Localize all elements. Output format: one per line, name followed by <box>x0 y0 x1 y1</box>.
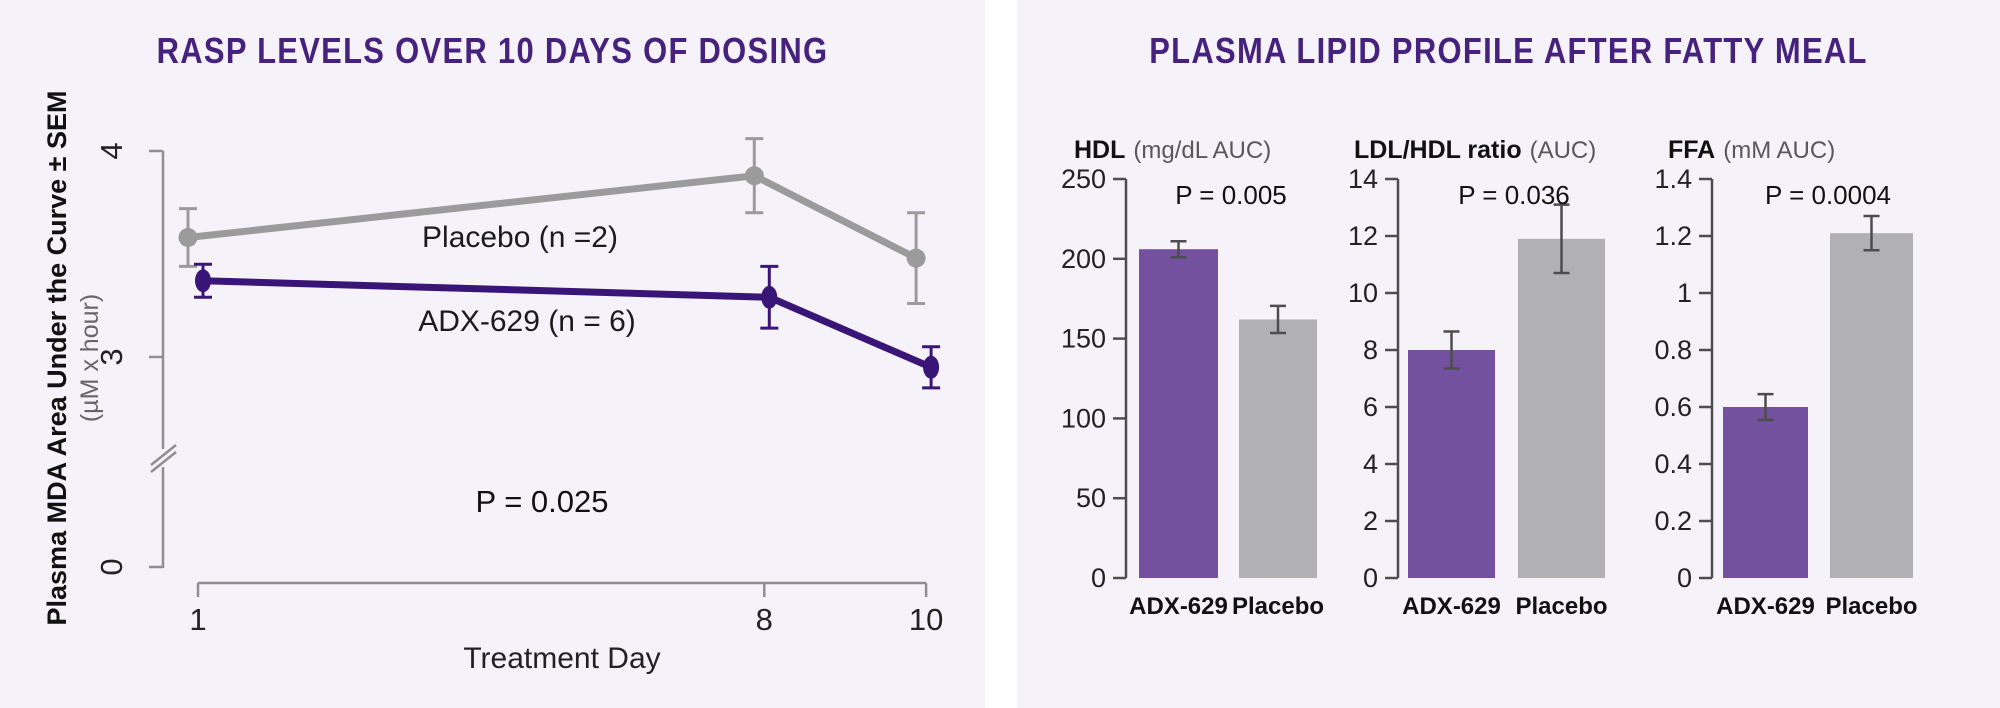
y-tick-label: 0 <box>1363 563 1378 593</box>
x-tick-label: 8 <box>756 602 773 637</box>
y-tick-label: 14 <box>1348 164 1378 194</box>
p-value-label: P = 0.025 <box>475 484 608 519</box>
bar-placebo <box>1830 233 1913 578</box>
chart-header: FFA <box>1668 136 1715 164</box>
data-point-marker <box>178 228 198 248</box>
data-point-marker <box>906 248 926 268</box>
category-label: ADX-629 <box>1129 593 1228 620</box>
y-axis-title: Plasma MDA Area Under the Curve ± SEM <box>42 91 72 626</box>
y-tick-label: 0.6 <box>1654 392 1692 422</box>
chart-header: LDL/HDL ratio <box>1354 136 1522 164</box>
rasp-panel: RASP LEVELS OVER 10 DAYS OF DOSING 4 3 0 Pl… <box>0 0 985 708</box>
lipid-panel: PLASMA LIPID PROFILE AFTER FATTY MEAL HD… <box>1017 0 2000 708</box>
series-label: ADX-629 (n = 6) <box>418 305 636 338</box>
chart-header: HDL <box>1074 136 1125 164</box>
chart-header-unit: (AUC) <box>1530 137 1597 164</box>
y-tick-label: 0.4 <box>1654 449 1692 479</box>
category-label: Placebo <box>1515 593 1607 620</box>
y-tick-label: 50 <box>1076 483 1106 513</box>
error-bar <box>1443 330 1460 370</box>
y-tick-label: 0.2 <box>1654 506 1692 536</box>
y-tick-label: 150 <box>1061 324 1106 354</box>
y-tick-label: 2 <box>1363 506 1378 536</box>
y-tick-label: 1.4 <box>1654 164 1692 194</box>
y-tick-label: 100 <box>1061 403 1106 433</box>
chart-header-unit: (mM AUC) <box>1723 137 1835 164</box>
y-tick-label: 200 <box>1061 244 1106 274</box>
y-tick-label: 0 <box>94 558 129 575</box>
p-value-label: P = 0.005 <box>1175 180 1287 210</box>
error-bar <box>1270 304 1286 335</box>
y-tick-label: 6 <box>1363 392 1378 422</box>
series-label: Placebo (n =2) <box>422 221 618 254</box>
bar-placebo <box>1518 238 1605 578</box>
data-point-marker <box>195 269 211 293</box>
axis-break-icon <box>150 444 177 473</box>
category-label: Placebo <box>1825 593 1917 620</box>
y-tick-label: 4 <box>1363 449 1378 479</box>
error-bar <box>1170 239 1187 259</box>
bar-placebo <box>1239 319 1317 578</box>
bar-adx-629 <box>1723 407 1808 578</box>
error-bar <box>1553 203 1570 275</box>
bar-adx-629 <box>1408 350 1495 578</box>
y-tick-label: 0.8 <box>1654 335 1692 365</box>
bar-adx-629 <box>1139 249 1218 578</box>
data-point-marker <box>761 285 778 309</box>
category-label: ADX-629 <box>1716 593 1815 620</box>
lipid-chart-title: PLASMA LIPID PROFILE AFTER FATTY MEAL <box>1149 30 1868 71</box>
y-tick-label: 8 <box>1363 335 1378 365</box>
error-bar <box>1757 392 1774 422</box>
y-tick-label: 250 <box>1061 164 1106 194</box>
rasp-line-chart: 4 3 0 Plasma MDA Area Under the Curve ± SEM… <box>42 91 943 675</box>
p-value-label: P = 0.0004 <box>1765 180 1891 210</box>
y-tick-label: 10 <box>1348 278 1378 308</box>
y-tick-label: 12 <box>1348 221 1378 251</box>
y-axis-subtitle: (µM x hour) <box>76 294 104 422</box>
category-label: ADX-629 <box>1402 593 1501 620</box>
data-point-marker <box>923 355 940 379</box>
x-tick-label: 10 <box>909 602 943 637</box>
y-tick-label: 3 <box>94 348 129 365</box>
y-tick-label: 1 <box>1677 278 1692 308</box>
data-point-marker <box>744 166 764 186</box>
x-tick-label: 1 <box>189 602 206 637</box>
x-axis-title: Treatment Day <box>463 642 660 675</box>
y-tick-label: 4 <box>94 142 129 159</box>
p-value-label: P = 0.036 <box>1458 180 1570 210</box>
error-bar <box>1863 214 1880 252</box>
category-label: Placebo <box>1232 593 1324 620</box>
y-tick-label: 0 <box>1091 563 1106 593</box>
y-tick-label: 0 <box>1677 563 1692 593</box>
rasp-chart-title: RASP LEVELS OVER 10 DAYS OF DOSING <box>156 30 829 71</box>
chart-header-unit: (mg/dL AUC) <box>1133 137 1271 164</box>
y-tick-label: 1.2 <box>1654 221 1692 251</box>
